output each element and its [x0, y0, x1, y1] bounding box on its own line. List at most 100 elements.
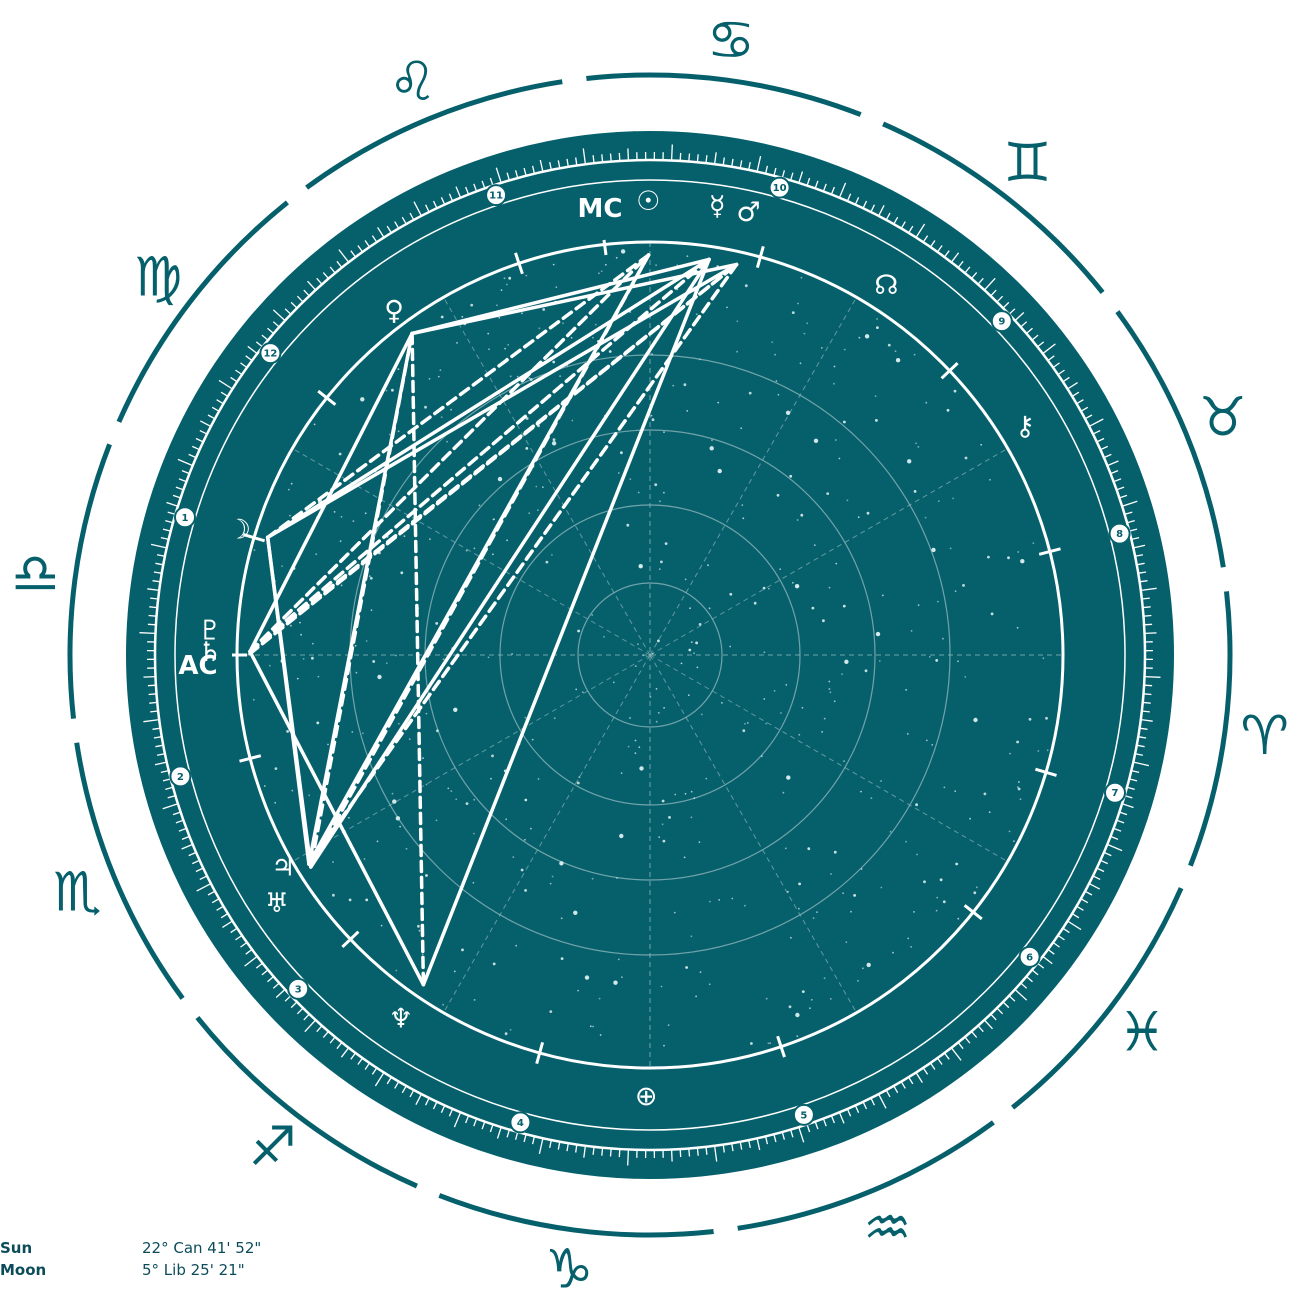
star — [496, 304, 498, 307]
star — [658, 836, 661, 839]
star — [424, 405, 427, 409]
degree-tick — [167, 511, 176, 516]
degree-tick — [943, 1052, 950, 1060]
star — [833, 700, 836, 703]
degree-tick — [394, 1081, 400, 1089]
degree-tick — [1107, 843, 1123, 852]
star — [492, 962, 496, 966]
star — [355, 671, 358, 674]
sign-band-segment — [438, 1193, 714, 1238]
star — [503, 277, 506, 280]
degree-tick — [773, 1134, 777, 1143]
star — [881, 594, 884, 597]
degree-tick — [440, 197, 446, 205]
star — [988, 811, 991, 814]
star — [695, 995, 697, 998]
star — [690, 816, 693, 819]
star — [562, 322, 564, 325]
sign-band-segment — [882, 121, 1105, 294]
star — [515, 944, 518, 947]
star — [721, 702, 723, 704]
degree-tick — [523, 1134, 527, 1143]
star — [975, 886, 978, 889]
star — [799, 362, 802, 365]
degree-tick — [1036, 962, 1045, 969]
star — [784, 847, 787, 850]
star — [529, 378, 533, 381]
star — [698, 623, 702, 626]
star — [829, 691, 832, 694]
degree-tick — [688, 1148, 691, 1157]
star — [806, 322, 809, 325]
degree-tick — [893, 216, 899, 225]
zodiac-aquarius-icon: ♒ — [863, 1196, 911, 1259]
degree-tick — [1096, 437, 1105, 443]
degree-tick — [1133, 544, 1146, 549]
moon-icon: ☽ — [227, 515, 251, 546]
degree-tick — [539, 159, 544, 172]
star — [917, 604, 920, 607]
degree-tick — [1088, 883, 1100, 890]
degree-tick — [261, 969, 269, 976]
degree-tick — [1113, 478, 1122, 483]
degree-tick — [900, 1081, 906, 1089]
degree-tick — [1002, 301, 1010, 309]
star — [456, 342, 458, 344]
star — [473, 832, 475, 835]
degree-tick — [806, 177, 811, 186]
degree-tick — [473, 1118, 478, 1127]
star — [575, 688, 578, 691]
star — [308, 794, 311, 797]
star — [833, 850, 837, 854]
star — [949, 547, 952, 550]
sign-band-segment — [737, 1120, 995, 1231]
star — [650, 414, 653, 417]
star — [820, 347, 823, 349]
aspect-line-moon-uranus — [265, 535, 313, 869]
star — [440, 416, 443, 419]
degree-tick — [915, 1072, 923, 1083]
degree-tick — [240, 941, 248, 948]
star — [408, 738, 411, 740]
star — [436, 729, 439, 733]
star — [695, 313, 698, 316]
house-number: 6 — [1026, 952, 1033, 963]
star — [637, 643, 639, 645]
saturn-icon: ♄ — [198, 637, 222, 668]
sun-icon: ☉ — [636, 186, 660, 217]
star — [876, 318, 878, 320]
degree-tick — [878, 1093, 887, 1109]
star — [684, 792, 687, 795]
legend-name: Moon — [0, 1261, 47, 1279]
zodiac-signs: ♈ ♉ ♊ ♋ ♌ ♍ ♎ ♏ ♐ ♑ ♒ ♓ — [11, 8, 1289, 1296]
star — [537, 778, 540, 780]
degree-tick — [357, 245, 364, 253]
zodiac-capricorn-icon: ♑ — [545, 1238, 593, 1296]
star — [875, 631, 881, 637]
degree-tick — [489, 177, 494, 186]
star — [800, 276, 803, 279]
star — [473, 798, 476, 801]
star — [598, 997, 601, 1000]
star — [487, 656, 490, 659]
degree-tick — [900, 221, 906, 229]
star — [838, 457, 841, 460]
zodiac-scorpio-icon: ♏ — [53, 860, 101, 923]
degree-tick — [177, 458, 193, 467]
star — [352, 520, 355, 522]
star — [573, 910, 578, 915]
star — [552, 360, 556, 364]
degree-tick — [781, 1131, 786, 1140]
star — [823, 977, 826, 980]
star — [1020, 559, 1025, 564]
star — [338, 452, 342, 456]
star — [810, 998, 813, 1001]
star — [750, 1042, 753, 1045]
sky-grid-radial — [286, 654, 651, 866]
star-map — [237, 242, 1063, 1068]
star — [525, 417, 529, 420]
degree-tick — [514, 170, 519, 179]
zodiac-leo-icon: ♌ — [388, 50, 436, 113]
star — [619, 833, 624, 839]
star — [1046, 749, 1049, 752]
